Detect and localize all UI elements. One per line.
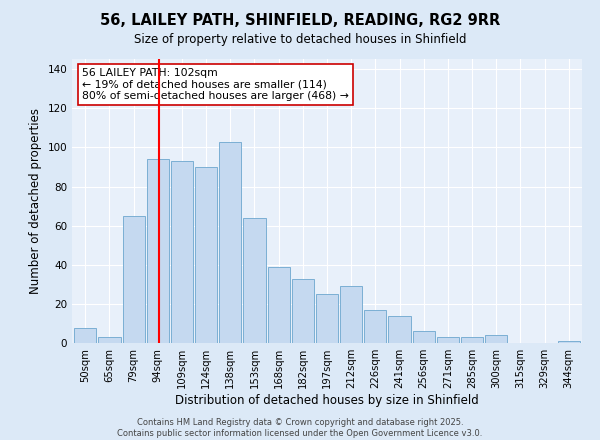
Text: 56, LAILEY PATH, SHINFIELD, READING, RG2 9RR: 56, LAILEY PATH, SHINFIELD, READING, RG2… (100, 13, 500, 28)
Bar (485, 335, 508, 343)
Bar (437, 337, 459, 343)
Bar (195, 167, 217, 343)
Bar (340, 286, 362, 343)
X-axis label: Distribution of detached houses by size in Shinfield: Distribution of detached houses by size … (175, 394, 479, 407)
Bar (171, 161, 193, 343)
Bar (219, 142, 241, 343)
Y-axis label: Number of detached properties: Number of detached properties (29, 108, 42, 294)
Bar (244, 218, 266, 343)
Bar (413, 331, 435, 343)
Bar (388, 316, 410, 343)
Bar (364, 310, 386, 343)
Bar (461, 337, 483, 343)
Bar (74, 327, 97, 343)
Bar (98, 337, 121, 343)
Bar (316, 294, 338, 343)
Bar (557, 341, 580, 343)
Text: Size of property relative to detached houses in Shinfield: Size of property relative to detached ho… (134, 33, 466, 46)
Bar (292, 279, 314, 343)
Bar (268, 267, 290, 343)
Text: Contains HM Land Registry data © Crown copyright and database right 2025.
Contai: Contains HM Land Registry data © Crown c… (118, 418, 482, 438)
Text: 56 LAILEY PATH: 102sqm
← 19% of detached houses are smaller (114)
80% of semi-de: 56 LAILEY PATH: 102sqm ← 19% of detached… (82, 68, 349, 101)
Bar (122, 216, 145, 343)
Bar (146, 159, 169, 343)
